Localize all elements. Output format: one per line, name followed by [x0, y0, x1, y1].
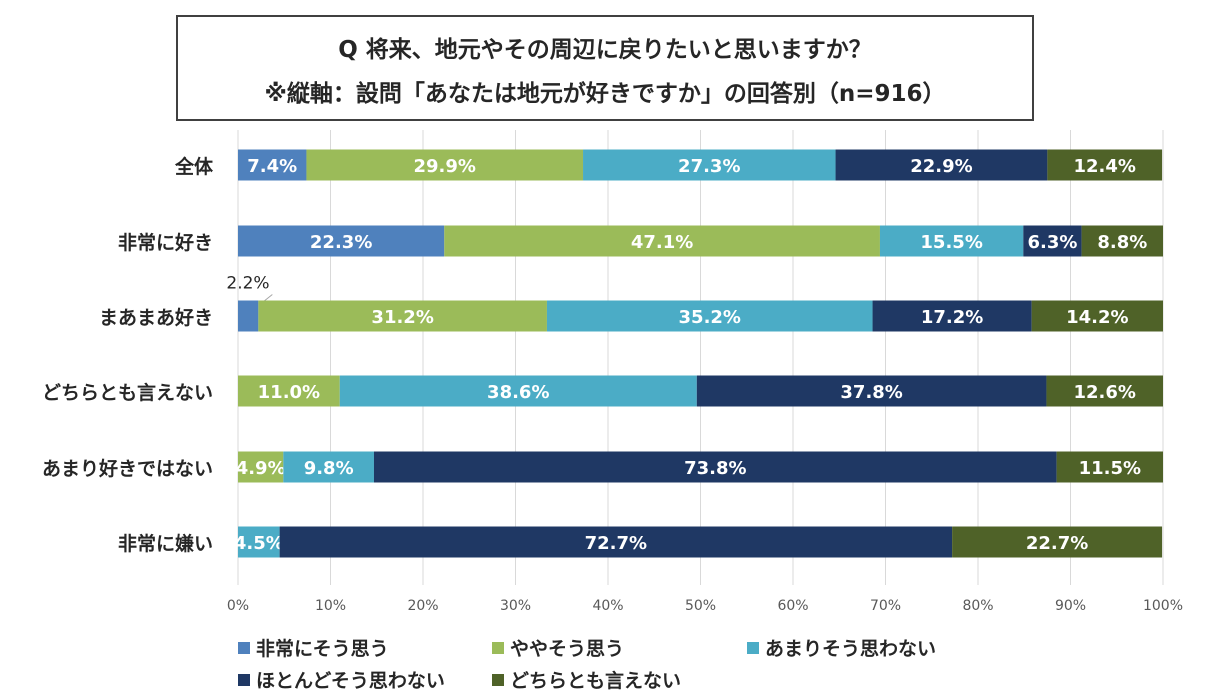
x-tick-label: 90%	[1055, 598, 1086, 614]
bar-segment	[373, 451, 1057, 483]
data-label: 11.0%	[258, 382, 320, 403]
bar-segment	[238, 149, 307, 181]
data-label: 22.9%	[910, 156, 972, 177]
bar-segment	[1056, 451, 1163, 483]
legend-swatch	[238, 642, 250, 654]
data-label: 6.3%	[1028, 232, 1078, 253]
bar-segment	[1047, 149, 1163, 181]
bar-segment	[306, 149, 584, 181]
bar-segment	[258, 300, 547, 332]
bar-segment	[238, 225, 445, 257]
bar-segment	[1031, 300, 1163, 332]
bar-segment	[279, 526, 953, 558]
data-label: 12.4%	[1073, 156, 1135, 177]
data-label: 12.6%	[1073, 382, 1135, 403]
data-label: 35.2%	[679, 307, 741, 328]
x-tick-label: 0%	[227, 598, 249, 614]
data-label: 31.2%	[371, 307, 433, 328]
bar-segment	[1046, 375, 1163, 407]
data-label: 73.8%	[684, 458, 746, 479]
bar-segment	[879, 225, 1024, 257]
data-label: 29.9%	[414, 156, 476, 177]
x-tick-label: 40%	[592, 598, 623, 614]
data-label: 8.8%	[1097, 232, 1147, 253]
data-label: 11.5%	[1079, 458, 1141, 479]
x-tick-label: 50%	[685, 598, 716, 614]
legend-swatch	[492, 674, 504, 686]
bar-segment	[872, 300, 1032, 332]
data-label: 2.2%	[226, 274, 269, 294]
x-tick-label: 60%	[777, 598, 808, 614]
x-tick-label: 20%	[407, 598, 438, 614]
data-label: 7.4%	[247, 156, 297, 177]
legend-label: 非常にそう思う	[256, 637, 389, 660]
x-tick-label: 30%	[500, 598, 531, 614]
data-label: 9.8%	[304, 458, 354, 479]
data-label: 22.3%	[310, 232, 372, 253]
bar-segment	[238, 375, 340, 407]
x-tick-label: 10%	[315, 598, 346, 614]
data-label: 17.2%	[921, 307, 983, 328]
data-label: 38.6%	[487, 382, 549, 403]
bar-segment	[339, 375, 697, 407]
data-label: 14.2%	[1066, 307, 1128, 328]
x-tick-label: 80%	[962, 598, 993, 614]
data-label: 47.1%	[631, 232, 693, 253]
bar-segment	[238, 300, 259, 332]
legend-label: あまりそう思わない	[765, 638, 936, 660]
bar-segment	[835, 149, 1048, 181]
bar-segment	[696, 375, 1047, 407]
chart-title-line-2: ※縦軸：設問「あなたは地元が好きですか」の回答別（n=916）	[264, 81, 946, 107]
category-label: あまり好きではない	[41, 458, 213, 480]
legend-label: どちらとも言えない	[510, 669, 681, 692]
category-label: まあまあ好き	[98, 307, 213, 329]
data-label: 27.3%	[678, 156, 740, 177]
category-label: 非常に嫌い	[117, 533, 213, 555]
bar-segment	[238, 451, 284, 483]
chart-title-box: Q 将来、地元やその周辺に戻りたいと思いますか？ ※縦軸：設問「あなたは地元が好…	[176, 15, 1034, 121]
data-label: 22.7%	[1026, 533, 1088, 554]
bar-segment	[583, 149, 836, 181]
x-tick-label: 100%	[1143, 598, 1183, 614]
legend-swatch	[238, 674, 250, 686]
legend-swatch	[492, 642, 504, 654]
category-label: どちらとも言えない	[41, 382, 213, 404]
bar-segment	[1023, 225, 1082, 257]
data-label: 15.5%	[920, 232, 982, 253]
bar-segment	[952, 526, 1163, 558]
data-label: 37.8%	[840, 382, 902, 403]
legend-label: ほとんどそう思わない	[256, 670, 445, 692]
legend-label: ややそう思う	[510, 638, 624, 660]
chart-title-line-1: Q 将来、地元やその周辺に戻りたいと思いますか？	[338, 37, 872, 63]
bar-segment	[444, 225, 880, 257]
bar-segment	[1081, 225, 1163, 257]
legend-swatch	[747, 642, 759, 654]
category-label: 非常に好き	[117, 232, 213, 254]
data-label: 4.9%	[236, 458, 286, 479]
bar-segment	[238, 526, 280, 558]
category-label: 全体	[174, 156, 213, 178]
bar-segment	[546, 300, 873, 332]
data-label: 72.7%	[585, 533, 647, 554]
data-label: 4.5%	[234, 533, 284, 554]
bar-segment	[283, 451, 374, 483]
x-tick-label: 70%	[870, 598, 901, 614]
